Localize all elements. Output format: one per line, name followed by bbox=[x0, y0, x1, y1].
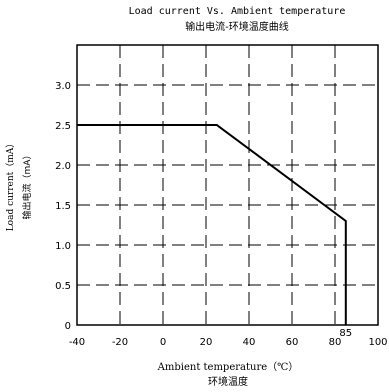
y-tick-label: 1.0 bbox=[55, 241, 71, 252]
x-tick-label: 40 bbox=[243, 337, 256, 348]
x-tick-label: 60 bbox=[286, 337, 299, 348]
x-tick-labels: -40 -20 0 20 40 60 80 100 bbox=[69, 337, 388, 348]
plot-frame bbox=[76, 44, 379, 326]
y-tick-label: 2.5 bbox=[55, 121, 71, 132]
y-axis-label-cn: 输出电流（mA） bbox=[21, 151, 33, 220]
y-tick-label: 2.0 bbox=[55, 161, 71, 172]
x-tick-label: 20 bbox=[200, 337, 213, 348]
grid-lines bbox=[77, 45, 378, 325]
x-axis-label: Ambient temperature（℃） bbox=[157, 361, 299, 373]
annotation-85: 85 bbox=[339, 328, 352, 339]
x-tick-label: 0 bbox=[160, 337, 166, 348]
chart-subtitle: 输出电流-环境温度曲线 bbox=[185, 20, 289, 33]
x-tick-label: 100 bbox=[368, 337, 387, 348]
y-axis-label: Load current（mA） bbox=[5, 139, 16, 232]
y-tick-label: 1.5 bbox=[55, 201, 71, 212]
y-tick-label: 3.0 bbox=[55, 81, 71, 92]
y-tick-label: 0 bbox=[65, 321, 71, 332]
x-axis-label-cn: 环境温度 bbox=[208, 375, 248, 388]
x-tick-label: 80 bbox=[329, 337, 342, 348]
x-tick-label: -20 bbox=[112, 337, 128, 348]
series-line bbox=[77, 124, 347, 325]
y-tick-label: 0.5 bbox=[55, 281, 71, 292]
x-tick-label: -40 bbox=[69, 337, 85, 348]
chart-title: Load current Vs. Ambient temperature bbox=[129, 6, 346, 17]
y-tick-labels: 0 0.5 1.0 1.5 2.0 2.5 3.0 bbox=[55, 81, 71, 332]
